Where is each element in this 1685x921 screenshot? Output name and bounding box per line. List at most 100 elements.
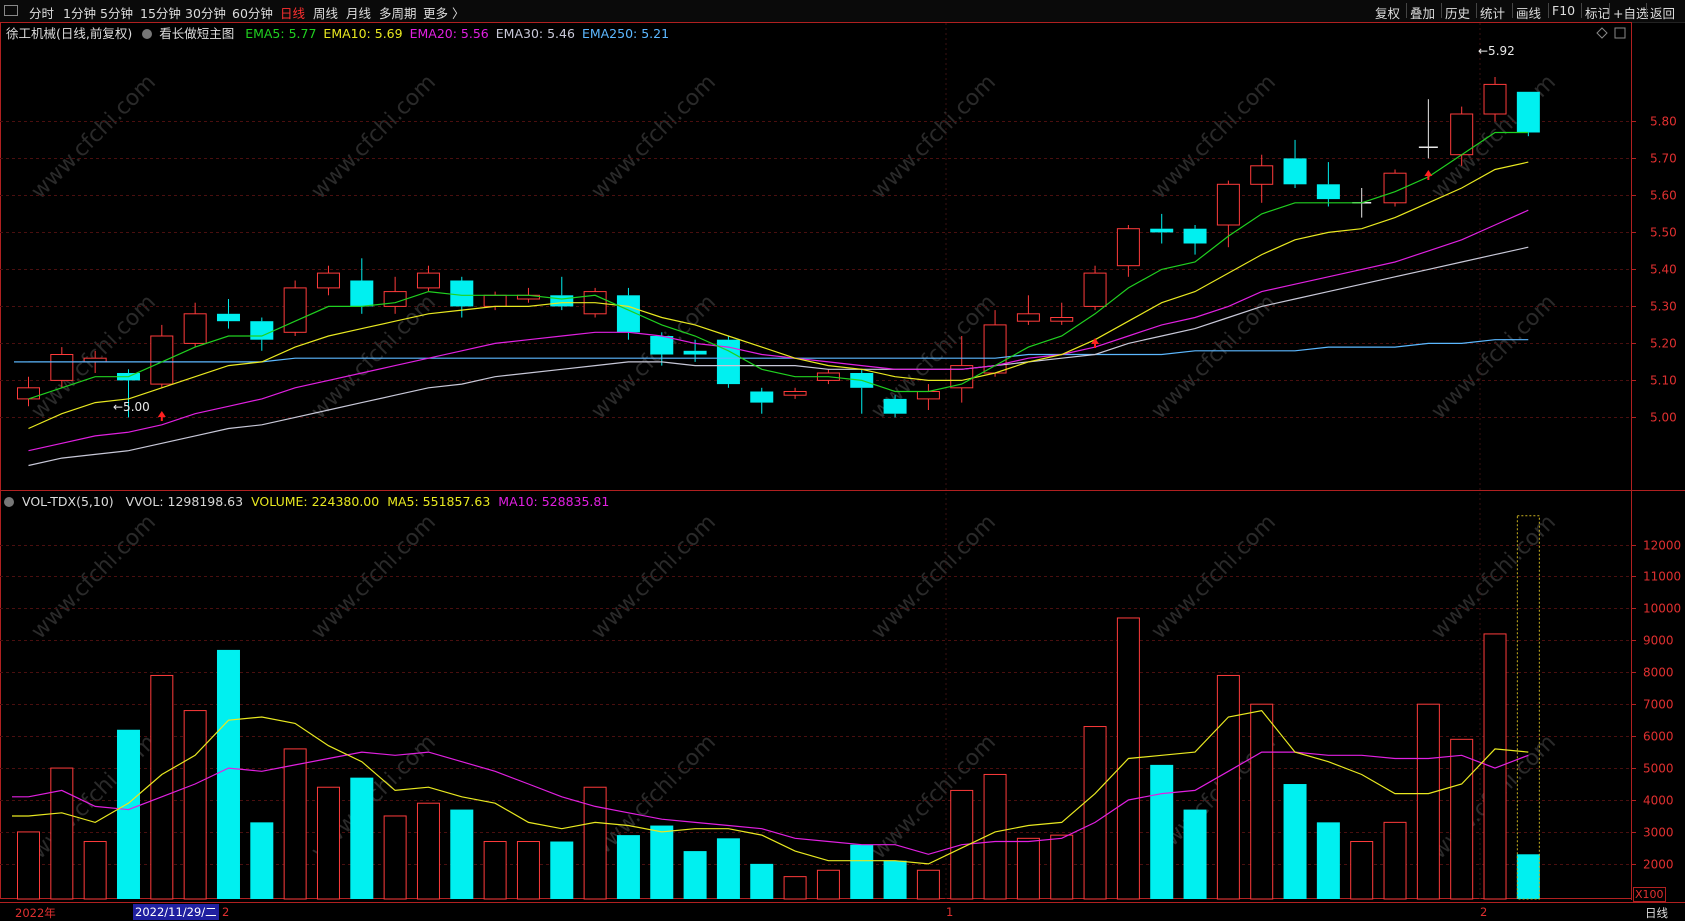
month-label-2b: 2 xyxy=(1480,905,1488,919)
candle-down xyxy=(750,391,774,403)
volume-bar-up xyxy=(1216,674,1240,900)
watermark-text: www.cfchi.com xyxy=(587,290,721,424)
stock-title: 徐工机械(日线,前复权) xyxy=(6,26,133,41)
volume-bar-up xyxy=(1050,834,1074,900)
volume-bar-up xyxy=(50,767,74,900)
watermark-text: www.cfchi.com xyxy=(1427,290,1561,424)
toolbar-separator xyxy=(1609,3,1610,18)
volume_ma5-line xyxy=(28,709,1529,865)
template-name[interactable]: 看长做短主图 xyxy=(159,26,235,41)
toolbar-button-3[interactable]: 统计 xyxy=(1480,6,1506,21)
candle-down xyxy=(683,350,707,355)
candle-up xyxy=(416,272,440,289)
candle-down xyxy=(1316,184,1340,200)
template-dropdown-icon[interactable] xyxy=(142,29,153,39)
period-tab-1[interactable]: 1分钟 xyxy=(63,6,96,21)
toolbar-button-0[interactable]: 复权 xyxy=(1375,6,1401,21)
price-tick-label: 5.20 xyxy=(1650,337,1677,351)
candle-down xyxy=(550,295,574,307)
price-tick-label: 5.30 xyxy=(1650,300,1677,314)
period-tab-5[interactable]: 60分钟 xyxy=(232,6,273,21)
buy-signal-arrow xyxy=(1424,170,1433,176)
volume-tick-label: 11000 xyxy=(1643,570,1681,584)
candle-down xyxy=(216,313,240,322)
vol-legend-item-0: VVOL: 1298198.63 xyxy=(125,494,244,509)
watermark-text: www.cfchi.com xyxy=(307,290,441,424)
candle-up xyxy=(1250,165,1274,185)
toolbar-button-1[interactable]: 叠加 xyxy=(1410,6,1436,21)
volume-bar-down xyxy=(883,860,907,899)
candle-up xyxy=(1483,83,1507,115)
watermark-text: www.cfchi.com xyxy=(867,730,1001,864)
volume-bar-up xyxy=(1483,633,1507,900)
volume-bar-up xyxy=(1450,738,1474,900)
watermark-text: www.cfchi.com xyxy=(867,70,1001,204)
watermark-text: www.cfchi.com xyxy=(1147,510,1281,644)
candle-up xyxy=(1383,172,1407,204)
price-tick-label: 5.00 xyxy=(1650,411,1677,425)
ema-legend-item-4: EMA250: 5.21 xyxy=(581,26,670,41)
watermark-text: www.cfchi.com xyxy=(587,510,721,644)
price-tick-label: 5.80 xyxy=(1650,115,1677,129)
volume-legend: VOL-TDX(5,10) VVOL: 1298198.63 VOLUME: 22… xyxy=(4,494,609,509)
sidebar-toggle-icon[interactable] xyxy=(4,5,18,16)
toolbar-separator xyxy=(1406,3,1407,18)
ema250-line xyxy=(28,339,1529,363)
candle-up xyxy=(1216,183,1240,226)
toolbar-button-7[interactable]: +自选 xyxy=(1613,6,1649,21)
vol-dropdown-icon[interactable] xyxy=(4,497,14,507)
watermark-text: www.cfchi.com xyxy=(27,70,161,204)
period-tab-6[interactable]: 日线 xyxy=(280,6,306,21)
period-tab-8[interactable]: 月线 xyxy=(346,6,372,21)
volume-bar-up xyxy=(150,674,174,900)
toolbar-button-8[interactable]: 返回 xyxy=(1650,6,1676,21)
low-price-annotation: ←5.00 xyxy=(113,400,150,414)
month-label-1: 1 xyxy=(946,905,954,919)
candle-down xyxy=(450,280,474,307)
volume-bar-down xyxy=(1316,822,1340,899)
volume-bar-down xyxy=(350,777,374,899)
vol-indicator-name[interactable]: VOL-TDX(5,10) xyxy=(21,494,114,509)
vol-legend-values: VVOL: 1298198.63 VOLUME: 224380.00 MA5: 55… xyxy=(118,494,610,509)
year-label: 2022年 xyxy=(15,906,56,920)
candle-down xyxy=(883,398,907,414)
watermark-text: www.cfchi.com xyxy=(587,70,721,204)
buy-signal-arrow xyxy=(1091,338,1100,344)
ema-legend-item-2: EMA20: 5.56 xyxy=(409,26,489,41)
period-tab-3[interactable]: 15分钟 xyxy=(140,6,181,21)
period-tab-7[interactable]: 周线 xyxy=(313,6,339,21)
volume-tick-label: 2000 xyxy=(1643,858,1674,872)
candle-up xyxy=(950,365,974,389)
volume-bar-down xyxy=(683,851,707,899)
volume-bar-down xyxy=(1283,784,1307,899)
candle-up xyxy=(50,354,74,381)
ema5-line xyxy=(28,131,1529,400)
candle-down xyxy=(716,339,740,385)
toolbar-button-6[interactable]: 标记 xyxy=(1585,6,1611,21)
candle-up xyxy=(1016,313,1040,322)
main-legend: 徐工机械(日线,前复权) 看长做短主图 EMA5: 5.77 EMA10: 5.6… xyxy=(6,23,669,42)
period-toolbar: 分时 1分钟 5分钟 15分钟 30分钟 60分钟 日线 周线 月线 多周期 更多 〉 复权 叠加 历史统… xyxy=(0,0,1685,23)
period-tab-4[interactable]: 30分钟 xyxy=(185,6,226,21)
volume-bar-up xyxy=(516,841,540,900)
candle-up xyxy=(316,272,340,289)
period-tab-10[interactable]: 更多 〉 xyxy=(423,6,465,21)
candle-up xyxy=(1116,228,1140,267)
volume-bar-up xyxy=(1083,726,1107,900)
toolbar-button-4[interactable]: 画线 xyxy=(1516,6,1542,21)
toolbar-separator xyxy=(1476,3,1477,18)
toolbar-button-2[interactable]: 历史 xyxy=(1445,6,1471,21)
period-tab-9[interactable]: 多周期 xyxy=(379,6,417,21)
toolbar-button-5[interactable]: F10 xyxy=(1552,3,1576,18)
toolbar-separator xyxy=(1646,3,1647,18)
watermark-text: www.cfchi.com xyxy=(307,510,441,644)
volume-bar-down xyxy=(850,844,874,899)
period-tab-2[interactable]: 5分钟 xyxy=(100,6,133,21)
volume-unit: X100 xyxy=(1633,887,1666,902)
volume-bar-up xyxy=(583,786,607,900)
period-tab-0[interactable]: 分时 xyxy=(29,6,55,21)
volume-bar-down xyxy=(1516,854,1540,899)
candle-up xyxy=(183,313,207,344)
volume-bar-down xyxy=(1183,809,1207,899)
